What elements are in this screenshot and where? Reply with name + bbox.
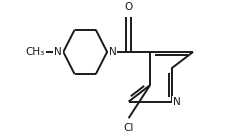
Text: N: N bbox=[109, 47, 117, 57]
Text: N: N bbox=[54, 47, 62, 57]
Text: CH₃: CH₃ bbox=[25, 47, 45, 57]
Text: N: N bbox=[173, 97, 181, 107]
Text: Cl: Cl bbox=[124, 123, 134, 133]
Text: O: O bbox=[124, 2, 133, 12]
